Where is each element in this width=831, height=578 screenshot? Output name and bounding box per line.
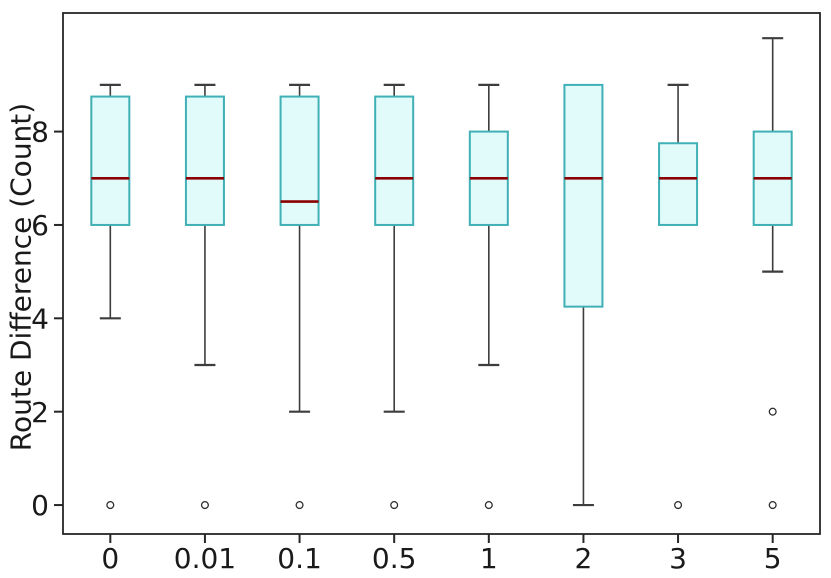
- y-tick-label: 6: [31, 209, 49, 242]
- outlier-point: [106, 501, 115, 510]
- outlier-point: [295, 501, 304, 510]
- x-tick-label: 0: [101, 542, 119, 575]
- outlier-point: [768, 501, 777, 510]
- x-tick-label: 1: [480, 542, 498, 575]
- box-0.1: [279, 95, 320, 226]
- x-tick-label: 5: [764, 542, 782, 575]
- box-0.01: [184, 95, 225, 226]
- y-tick-label: 8: [31, 116, 49, 149]
- outlier-point: [674, 501, 683, 510]
- box-2: [563, 83, 604, 308]
- x-tick-label: 3: [669, 542, 687, 575]
- outlier-point: [768, 407, 777, 416]
- y-tick-label: 0: [31, 489, 49, 522]
- x-tick-label: 0.5: [372, 542, 417, 575]
- y-tick-label: 4: [31, 302, 49, 335]
- box-0: [90, 95, 131, 226]
- outlier-point: [484, 501, 493, 510]
- x-tick-label: 0.01: [174, 542, 236, 575]
- y-axis-label: Route Difference (Count): [4, 102, 38, 452]
- x-tick-label: 2: [575, 542, 593, 575]
- outlier-point: [390, 501, 399, 510]
- y-tick-label: 2: [31, 396, 49, 429]
- x-tick-label: 0.1: [277, 542, 322, 575]
- outlier-point: [200, 501, 209, 510]
- box-0.5: [374, 95, 415, 226]
- box-3: [658, 142, 699, 226]
- plot-frame: [62, 12, 821, 535]
